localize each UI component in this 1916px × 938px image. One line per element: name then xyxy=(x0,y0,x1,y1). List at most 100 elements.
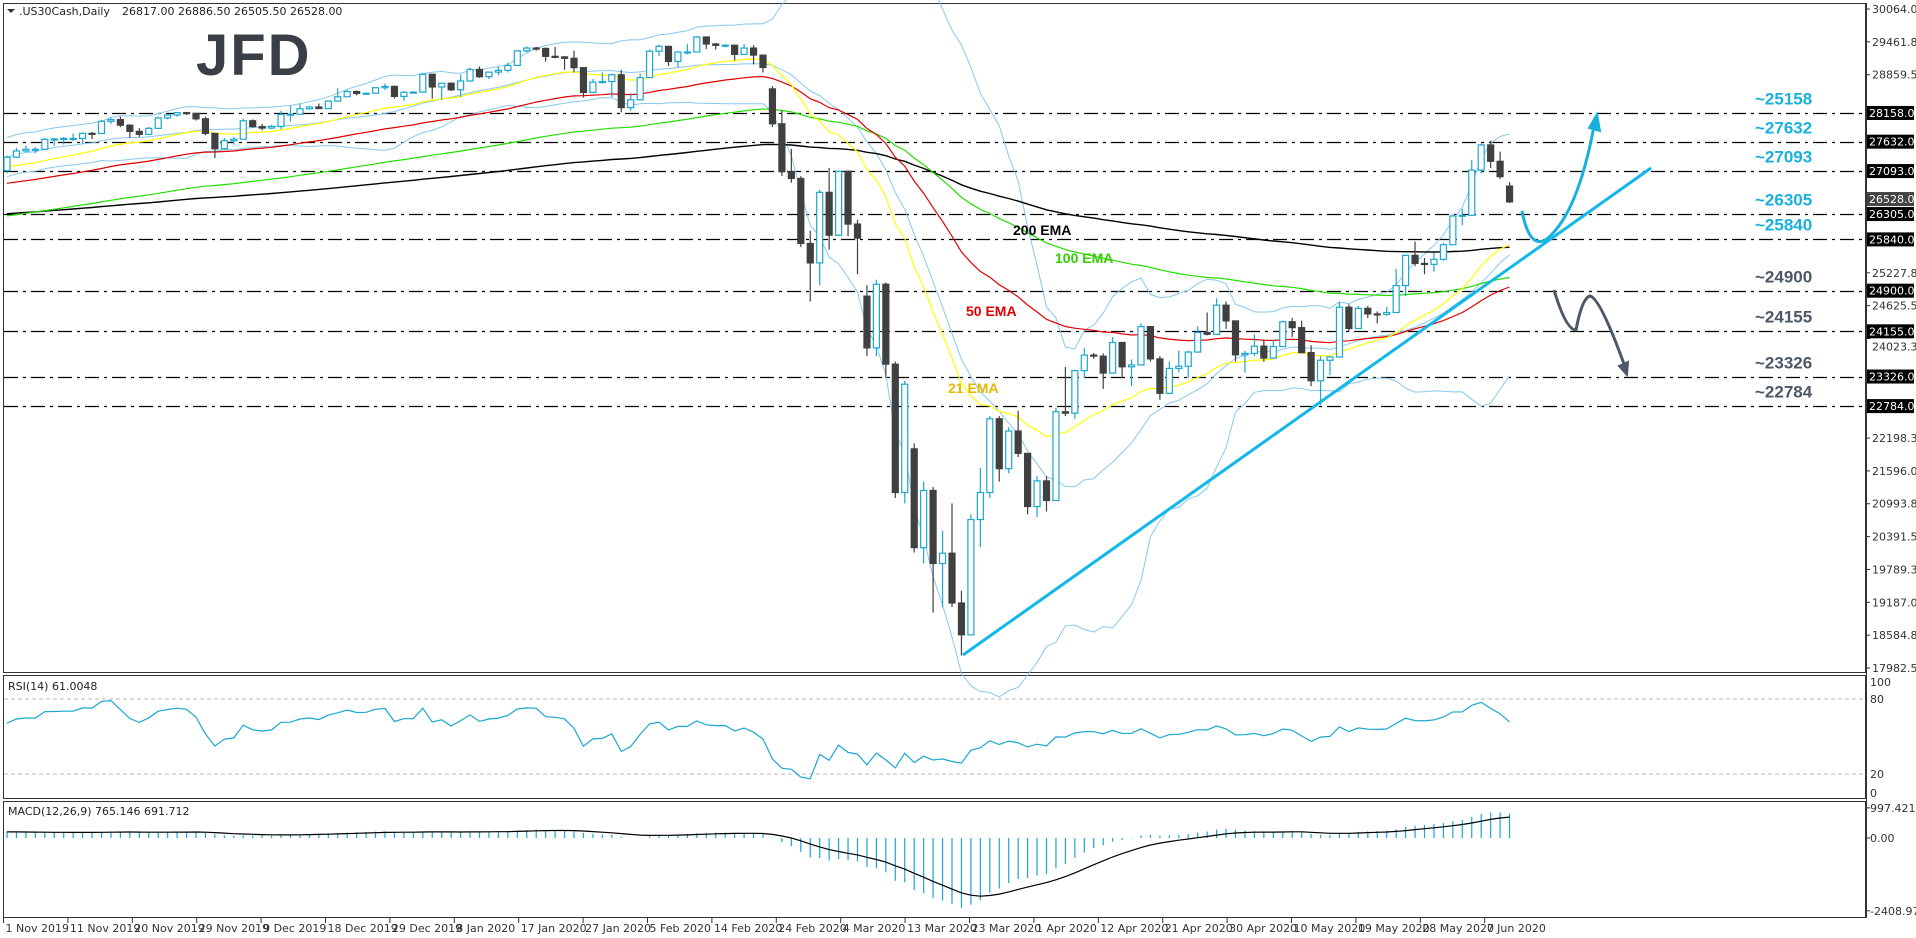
bullish-candle xyxy=(1430,252,1438,272)
bearish-candle xyxy=(315,103,323,110)
level-price-text: 26305.00 xyxy=(1869,208,1916,221)
candle-body xyxy=(617,74,625,109)
bullish-candle xyxy=(1477,143,1485,174)
bollinger-upper xyxy=(6,0,1510,350)
rsi-tick-label: 100 xyxy=(1870,676,1891,689)
level-price-box xyxy=(1867,283,1914,298)
candle-body xyxy=(1420,262,1429,266)
bullish-candle xyxy=(41,137,49,150)
bullish-candle xyxy=(371,87,380,94)
bullish-candle xyxy=(466,67,474,82)
candle-body xyxy=(1137,325,1145,366)
date-label: 21 Apr 2020 xyxy=(1165,922,1233,935)
candle-body xyxy=(1033,480,1041,508)
candle-body xyxy=(1127,364,1136,368)
bearish-candle xyxy=(882,282,890,378)
level-label: ~24155 xyxy=(1755,308,1812,327)
candle-body xyxy=(88,132,96,135)
bearish-candle xyxy=(182,111,191,116)
bearish-candle xyxy=(1014,410,1022,458)
macd-tick-label: 0.00 xyxy=(1870,832,1895,845)
bullish-candle xyxy=(296,103,304,115)
level-price-box xyxy=(1867,399,1914,414)
candle-body xyxy=(598,80,606,84)
candle-body xyxy=(1298,327,1306,354)
collapse-triangle-icon[interactable] xyxy=(7,9,15,13)
bullish-candle xyxy=(154,116,162,129)
candle-body xyxy=(277,113,285,128)
bullish-scenario-arrow[interactable] xyxy=(1520,111,1602,244)
bearish-scenario-arrow[interactable] xyxy=(1552,289,1630,378)
macd-indicator: 997.421 0.00 -2408.971 xyxy=(6,802,1916,918)
bearish-candle xyxy=(1156,356,1164,400)
candle-body xyxy=(1203,331,1211,335)
symbol-label: .US30Cash,Daily xyxy=(19,5,110,18)
bullish-candle xyxy=(1052,407,1060,502)
level-label: ~22784 xyxy=(1755,383,1813,402)
bearish-candle xyxy=(579,67,588,98)
candle-body xyxy=(107,119,115,122)
bullish-candle xyxy=(1449,214,1457,246)
bullish-candle xyxy=(438,82,446,100)
bullish-candle xyxy=(513,50,521,67)
candle-body xyxy=(201,118,210,135)
candle-body xyxy=(1316,359,1325,382)
price-tick-label: 20993.80 xyxy=(1872,498,1916,511)
rsi-tick-label: 20 xyxy=(1870,768,1884,781)
level-price-text: 25840.00 xyxy=(1869,233,1916,246)
bearish-candle xyxy=(1042,476,1051,512)
candle-body xyxy=(400,91,408,97)
candle-body xyxy=(230,138,238,142)
candle-body xyxy=(1477,144,1485,171)
candle-body xyxy=(494,69,502,73)
support-trendline[interactable] xyxy=(962,166,1652,657)
bearish-candle xyxy=(891,361,899,498)
candle-body xyxy=(78,132,87,140)
candle-body xyxy=(353,90,361,95)
bullish-candle xyxy=(1335,301,1344,358)
bullish-candle xyxy=(1383,307,1391,316)
date-label: 1 Nov 2019 xyxy=(6,922,69,935)
candle-body xyxy=(192,112,200,120)
date-label: 9 Dec 2019 xyxy=(263,922,326,935)
date-label: 14 Feb 2020 xyxy=(714,922,782,935)
bearish-candle xyxy=(1496,151,1504,179)
candle-body xyxy=(560,56,569,59)
bullish-candle xyxy=(1165,361,1173,395)
candle-body xyxy=(305,106,313,110)
candle-body xyxy=(1156,358,1164,394)
candle-body xyxy=(457,80,465,91)
candle-body xyxy=(126,124,134,132)
candle-body xyxy=(749,47,758,56)
level-price-text: 23326.00 xyxy=(1869,371,1916,384)
bullish-candle xyxy=(674,51,682,68)
candle-body xyxy=(976,491,984,521)
bearish-candle xyxy=(1231,320,1240,362)
date-label: 19 May 2020 xyxy=(1358,922,1430,935)
date-label: 28 May 2020 xyxy=(1422,922,1494,935)
candle-body xyxy=(31,148,39,151)
bullish-candle xyxy=(145,127,153,136)
bullish-candle xyxy=(220,137,228,150)
bearish-candle xyxy=(749,45,758,65)
candle-body xyxy=(1222,304,1230,322)
ema50-label: 50 EMA xyxy=(966,303,1017,319)
candle-body xyxy=(315,106,323,110)
candle-body xyxy=(12,150,21,158)
level-price-box xyxy=(1867,164,1914,179)
candle-body xyxy=(1505,185,1514,203)
candle-body xyxy=(920,489,928,549)
level-label: ~25158 xyxy=(1755,90,1812,109)
bullish-candle xyxy=(1326,356,1334,376)
bullish-candle xyxy=(31,147,39,154)
bearish-candle xyxy=(532,46,540,51)
candle-body xyxy=(1023,452,1032,508)
level-label: ~24900 xyxy=(1755,268,1812,287)
candle-body xyxy=(532,47,540,50)
price-tick-label: 24625.55 xyxy=(1872,300,1916,313)
candle-body xyxy=(948,552,956,604)
candle-body xyxy=(485,71,493,78)
bearish-candle xyxy=(910,443,918,553)
bullish-candle xyxy=(901,380,909,504)
